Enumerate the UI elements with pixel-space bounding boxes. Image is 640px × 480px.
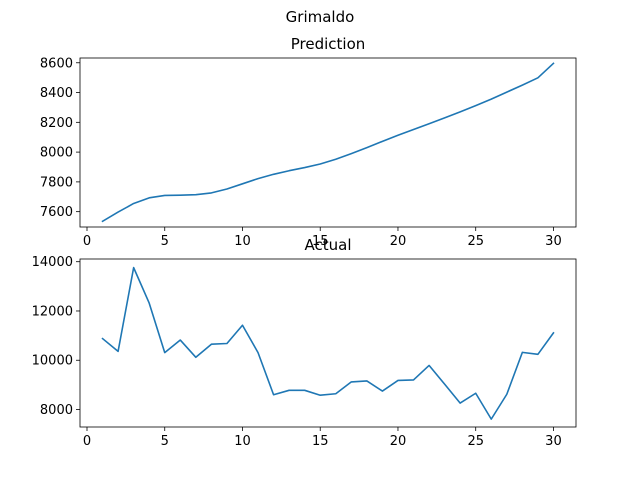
actual-ytick-label: 10000	[32, 354, 73, 369]
actual-xtick-label: 5	[161, 434, 169, 449]
prediction-xtick-label: 25	[467, 234, 484, 249]
actual-xtick-label: 25	[467, 434, 484, 449]
prediction-ytick-label: 7600	[40, 205, 73, 220]
prediction-ytick-label: 8600	[40, 56, 73, 71]
prediction-xtick-label: 5	[161, 234, 169, 249]
actual-xtick-label: 10	[234, 434, 251, 449]
actual-xtick-label: 30	[545, 434, 562, 449]
prediction-xtick-label: 20	[390, 234, 407, 249]
actual-series-line	[101, 266, 555, 420]
prediction-axes: Prediction 0 5 10 15 20 25 30 7600 7800 8000 8200 8…	[40, 35, 577, 249]
prediction-ytick-label: 8200	[40, 116, 73, 131]
prediction-ytick-label: 7800	[40, 175, 73, 190]
actual-ytick-label: 12000	[32, 304, 73, 319]
prediction-xtick-label: 30	[545, 234, 562, 249]
actual-xtick-label: 0	[83, 434, 91, 449]
prediction-xtick-label: 15	[312, 234, 329, 249]
actual-title: Actual	[305, 236, 352, 254]
prediction-axes-frame	[79, 57, 577, 228]
actual-xtick-label: 20	[390, 434, 407, 449]
prediction-xtick-label: 0	[83, 234, 91, 249]
figure-suptitle: Grimaldo	[286, 8, 355, 26]
prediction-series-line	[101, 62, 555, 223]
actual-axes-frame	[79, 258, 577, 428]
prediction-ytick-label: 8000	[40, 146, 73, 161]
actual-ytick-label: 14000	[32, 255, 73, 270]
actual-axes: Actual 0 5 10 15 20 25 30 8000 10000 12000 14000	[32, 236, 577, 449]
prediction-ytick-label: 8400	[40, 86, 73, 101]
prediction-title: Prediction	[291, 35, 366, 53]
prediction-xtick-label: 10	[234, 234, 251, 249]
actual-xtick-label: 15	[312, 434, 329, 449]
actual-ytick-label: 8000	[40, 403, 73, 418]
